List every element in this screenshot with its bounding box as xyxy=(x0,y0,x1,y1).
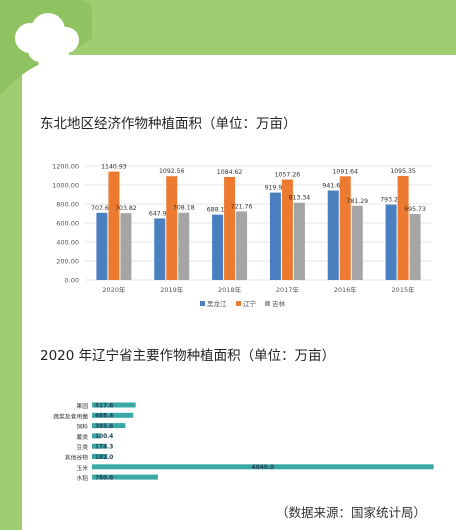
bar xyxy=(92,412,134,418)
category-label: 其他谷物 xyxy=(65,454,88,462)
category-label: 蔬菜及食用菌 xyxy=(53,412,88,420)
x-tick-label: 2019年 xyxy=(160,285,184,294)
data-label: 174.3 xyxy=(95,445,113,451)
data-label: 517.6 xyxy=(95,403,113,409)
data-label: 721.76 xyxy=(231,203,253,210)
data-label: 695.73 xyxy=(404,206,426,213)
legend-swatch xyxy=(200,301,205,306)
data-label: 100.4 xyxy=(95,434,113,440)
legend-label: 辽宁 xyxy=(243,299,257,308)
data-label: 781.29 xyxy=(346,198,368,205)
x-tick-label: 2015年 xyxy=(392,285,416,294)
y-tick-label: 1000.00 xyxy=(52,182,79,190)
bar xyxy=(96,212,108,280)
data-label: 708.18 xyxy=(173,205,195,212)
bar xyxy=(212,214,224,280)
content-panel xyxy=(22,55,456,530)
bar xyxy=(397,175,409,280)
legend-swatch xyxy=(236,301,241,306)
chart-title-liaoning-crops: 2020 年辽宁省主要作物种植面积（单位：万亩） xyxy=(40,348,336,364)
bar xyxy=(92,443,107,449)
chart-title-economic-crops: 东北地区经济作物种植面积（单位：万亩） xyxy=(40,116,297,132)
bar xyxy=(92,433,101,439)
data-label: 703.82 xyxy=(115,205,137,212)
bar xyxy=(327,190,339,280)
y-tick-label: 0.00 xyxy=(65,277,79,285)
data-label: 1140.93 xyxy=(101,164,127,171)
bar xyxy=(339,176,351,280)
category-label: 饲料 xyxy=(76,423,88,431)
category-label: 果园 xyxy=(76,403,88,410)
y-tick-label: 600.00 xyxy=(56,220,79,228)
y-tick-label: 800.00 xyxy=(56,201,79,209)
y-tick-label: 200.00 xyxy=(56,258,79,266)
bar xyxy=(224,176,236,280)
data-label: 395.6 xyxy=(95,424,113,430)
x-tick-label: 2018年 xyxy=(218,285,242,294)
legend-label: 吉林 xyxy=(272,299,286,308)
x-tick-label: 2017年 xyxy=(276,285,300,294)
bar xyxy=(92,402,136,408)
bar xyxy=(154,218,166,280)
data-label: 688.18 xyxy=(207,207,229,214)
data-source-note: （数据来源：国家统计局） xyxy=(275,505,426,520)
data-label: 1095.35 xyxy=(390,168,416,175)
bar xyxy=(236,211,248,280)
bar xyxy=(409,213,421,280)
data-label: 780.6 xyxy=(95,475,113,481)
grouped-bar-chart: 0.00 200.00 400.00 600.00 800.00 1000.00 1200.… xyxy=(52,163,432,308)
bar xyxy=(269,192,281,280)
data-label: 1057.26 xyxy=(275,172,301,179)
data-label: 4049.0 xyxy=(252,465,274,471)
bar xyxy=(385,204,397,280)
bar xyxy=(281,179,293,280)
bar xyxy=(166,176,178,280)
bar xyxy=(120,213,132,280)
data-label: 647.97 xyxy=(149,210,171,217)
data-label: 707.63 xyxy=(91,205,113,212)
y-tick-label: 1200.00 xyxy=(52,163,79,171)
legend-swatch xyxy=(265,301,270,306)
x-tick-label: 2016年 xyxy=(334,285,358,294)
category-label: 薯类 xyxy=(76,433,88,441)
bar xyxy=(92,423,126,429)
bar xyxy=(351,205,363,280)
bar xyxy=(108,171,120,280)
data-label: 1091.64 xyxy=(332,168,358,175)
category-label: 豆类 xyxy=(76,443,88,451)
data-label: 488.4 xyxy=(95,414,113,420)
data-label: 1084.62 xyxy=(217,169,243,176)
y-tick-label: 400.00 xyxy=(56,239,79,247)
legend-label: 黑龙江 xyxy=(207,299,227,308)
category-label: 水稻 xyxy=(76,474,88,482)
category-label: 玉米 xyxy=(76,464,88,472)
broccoli-icon xyxy=(0,0,92,95)
data-label: 793.20 xyxy=(380,197,402,204)
data-label: 1092.56 xyxy=(159,168,185,175)
data-label: 182.0 xyxy=(95,455,113,461)
bar xyxy=(293,202,305,280)
bar xyxy=(92,454,108,459)
x-tick-label: 2020年 xyxy=(102,285,126,294)
horizontal-bar-chart: 果园 517.6 蔬菜及食用菌 488.4 饲料 395.6 薯类 100.4 豆类 174.3 其… xyxy=(53,402,434,482)
data-label: 919.96 xyxy=(265,185,287,192)
bar xyxy=(92,464,434,470)
bar xyxy=(178,212,190,280)
data-label: 813.34 xyxy=(289,195,311,202)
data-label: 941.67 xyxy=(322,183,344,190)
bar xyxy=(92,474,158,480)
